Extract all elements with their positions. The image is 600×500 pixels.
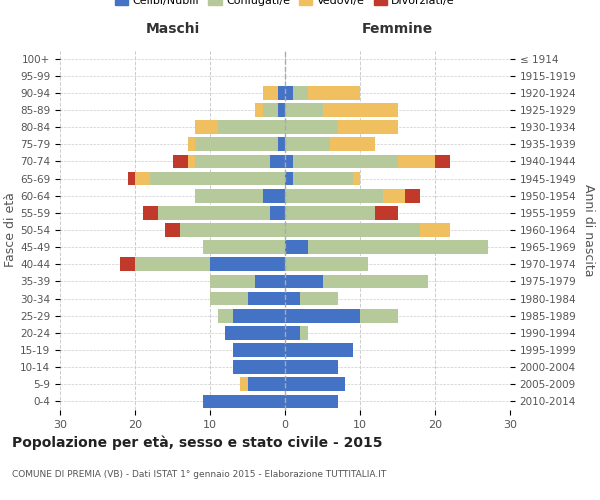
Bar xyxy=(285,120,337,134)
Bar xyxy=(308,240,487,254)
Bar xyxy=(255,103,263,117)
Bar xyxy=(157,206,270,220)
Bar xyxy=(233,309,285,322)
Bar xyxy=(330,138,375,151)
Bar xyxy=(270,206,285,220)
Y-axis label: Fasce di età: Fasce di età xyxy=(4,192,17,268)
Bar xyxy=(120,258,135,271)
Bar xyxy=(360,309,398,322)
Bar xyxy=(270,154,285,168)
Bar xyxy=(143,206,157,220)
Bar xyxy=(225,326,285,340)
Bar xyxy=(255,274,285,288)
Bar xyxy=(210,292,248,306)
Bar xyxy=(285,189,383,202)
Bar xyxy=(248,292,285,306)
Bar xyxy=(180,223,285,237)
Bar xyxy=(128,172,135,185)
Bar xyxy=(353,172,360,185)
Bar xyxy=(218,309,233,322)
Bar xyxy=(405,189,420,202)
Y-axis label: Anni di nascita: Anni di nascita xyxy=(582,184,595,276)
Bar xyxy=(285,240,308,254)
Bar xyxy=(285,172,293,185)
Bar xyxy=(375,206,398,220)
Bar xyxy=(173,154,187,168)
Bar xyxy=(383,189,405,202)
Bar xyxy=(293,86,308,100)
Bar xyxy=(323,103,398,117)
Bar xyxy=(263,103,277,117)
Bar xyxy=(195,120,218,134)
Bar xyxy=(285,326,300,340)
Bar xyxy=(187,138,195,151)
Bar xyxy=(150,172,285,185)
Text: Maschi: Maschi xyxy=(145,22,200,36)
Bar xyxy=(285,258,367,271)
Bar xyxy=(210,274,255,288)
Bar xyxy=(285,343,353,357)
Bar xyxy=(285,223,420,237)
Bar xyxy=(218,120,285,134)
Bar xyxy=(285,274,323,288)
Bar xyxy=(233,343,285,357)
Bar xyxy=(277,86,285,100)
Bar xyxy=(195,154,270,168)
Text: COMUNE DI PREMIA (VB) - Dati ISTAT 1° gennaio 2015 - Elaborazione TUTTITALIA.IT: COMUNE DI PREMIA (VB) - Dati ISTAT 1° ge… xyxy=(12,470,386,479)
Bar xyxy=(300,292,337,306)
Bar xyxy=(285,86,293,100)
Bar xyxy=(398,154,435,168)
Bar xyxy=(285,378,345,391)
Bar xyxy=(187,154,195,168)
Bar xyxy=(135,172,150,185)
Text: Popolazione per età, sesso e stato civile - 2015: Popolazione per età, sesso e stato civil… xyxy=(12,435,383,450)
Bar xyxy=(233,360,285,374)
Bar xyxy=(285,154,293,168)
Bar xyxy=(203,394,285,408)
Bar xyxy=(195,138,277,151)
Bar xyxy=(420,223,450,237)
Bar xyxy=(210,258,285,271)
Bar xyxy=(293,172,353,185)
Bar xyxy=(135,258,210,271)
Bar xyxy=(195,189,263,202)
Bar xyxy=(240,378,248,391)
Bar xyxy=(308,86,360,100)
Bar xyxy=(323,274,427,288)
Bar xyxy=(285,103,323,117)
Bar xyxy=(277,103,285,117)
Bar xyxy=(165,223,180,237)
Bar xyxy=(263,189,285,202)
Bar xyxy=(203,240,285,254)
Bar xyxy=(248,378,285,391)
Bar xyxy=(277,138,285,151)
Bar xyxy=(285,292,300,306)
Bar xyxy=(293,154,398,168)
Bar xyxy=(435,154,450,168)
Bar xyxy=(263,86,277,100)
Bar xyxy=(285,309,360,322)
Bar xyxy=(285,206,375,220)
Bar xyxy=(337,120,398,134)
Bar xyxy=(285,360,337,374)
Bar xyxy=(285,138,330,151)
Text: Femmine: Femmine xyxy=(362,22,433,36)
Bar xyxy=(300,326,308,340)
Bar xyxy=(285,394,337,408)
Legend: Celibi/Nubili, Coniugati/e, Vedovi/e, Divorziati/e: Celibi/Nubili, Coniugati/e, Vedovi/e, Di… xyxy=(110,0,460,10)
